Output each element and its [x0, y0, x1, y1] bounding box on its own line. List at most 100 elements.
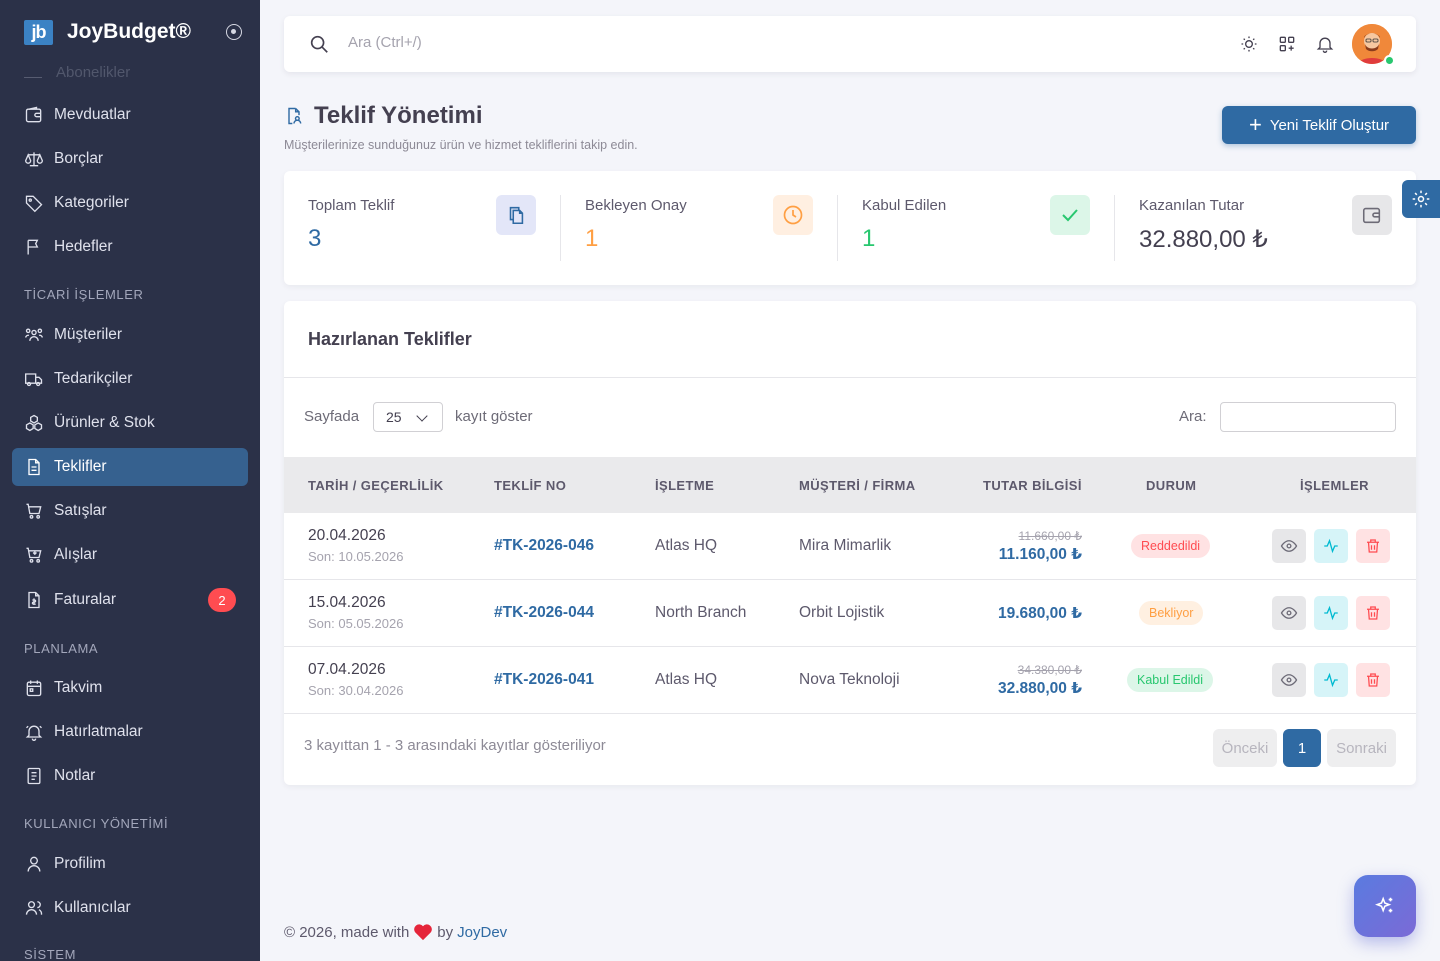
offer-date: 07.04.2026 [308, 661, 386, 678]
column-header[interactable]: TARİH / GEÇERLİLİK [308, 478, 444, 493]
view-button[interactable] [1272, 529, 1306, 563]
file-text-icon [28, 458, 40, 476]
cart-icon [26, 503, 42, 519]
table-row: 20.04.2026 Son: 10.05.2026 #TK-2026-046 … [284, 513, 1416, 580]
brand[interactable]: jb JoyBudget® [24, 18, 244, 46]
sidebar-item-notlar[interactable]: Notlar [12, 757, 248, 795]
page-length-select[interactable]: 25 [373, 402, 443, 432]
delete-button[interactable] [1356, 596, 1390, 630]
note-icon [27, 767, 41, 785]
page-length-value: 25 [386, 409, 402, 425]
sidebar-item-label: Takvim [54, 679, 103, 696]
stat-pending: Bekleyen Onay 1 [561, 171, 838, 285]
offer-number-link[interactable]: #TK-2026-044 [494, 604, 594, 621]
sidebar-item-urunler[interactable]: Ürünler & Stok [12, 404, 248, 442]
sidebar-item-takvim[interactable]: Takvim [12, 669, 248, 707]
scale-icon [24, 152, 44, 167]
column-header[interactable]: TEKLİF NO [494, 478, 567, 493]
offer-amount: 19.680,00 ₺ [997, 605, 1082, 622]
eye-icon [1280, 540, 1298, 552]
new-offer-button[interactable]: + Yeni Teklif Oluştur [1222, 106, 1416, 144]
avatar-image [1352, 24, 1392, 64]
offers-table-card: Hazırlanan Teklifler Sayfada 25 kayıt gö… [284, 301, 1416, 785]
table-info: 3 kayıttan 1 - 3 arasındaki kayıtlar gös… [304, 737, 606, 754]
sidebar-item-faturalar[interactable]: Faturalar 2 [12, 581, 248, 619]
offer-amount: 11.160,00 ₺ [998, 546, 1082, 563]
bell-icon[interactable] [1315, 34, 1335, 54]
table-search-label: Ara: [1179, 408, 1207, 425]
pagination-prev[interactable]: Önceki [1213, 729, 1277, 767]
table-header: TARİH / GEÇERLİLİK TEKLİF NO İŞLETME MÜŞ… [284, 457, 1416, 513]
sidebar-item-faded[interactable]: Abonelikler [24, 64, 130, 81]
sidebar-item-profilim[interactable]: Profilim [12, 845, 248, 883]
view-button[interactable] [1272, 663, 1306, 697]
search-input[interactable]: Ara (Ctrl+/) [348, 34, 422, 51]
sun-icon[interactable] [1239, 34, 1259, 54]
offer-customer: Nova Teknoloji [799, 671, 900, 688]
trash-icon [1367, 539, 1379, 553]
offer-number-link[interactable]: #TK-2026-046 [494, 537, 594, 554]
offer-business: North Branch [655, 604, 747, 621]
customizer-settings-button[interactable] [1402, 180, 1440, 218]
search-icon[interactable] [308, 33, 330, 55]
sidebar-item-kategoriler[interactable]: Kategoriler [12, 184, 248, 222]
offer-valid-until: Son: 30.04.2026 [308, 683, 404, 698]
sidebar-item-musteriler[interactable]: Müşteriler [12, 316, 248, 354]
pagination-next[interactable]: Sonraki [1327, 729, 1396, 767]
table-row: 15.04.2026 Son: 05.05.2026 #TK-2026-044 … [284, 580, 1416, 647]
sidebar-toggle-icon[interactable] [226, 24, 242, 40]
clock-icon [773, 195, 813, 235]
column-header[interactable]: DURUM [1146, 478, 1197, 493]
activity-button[interactable] [1314, 529, 1348, 563]
delete-button[interactable] [1356, 663, 1390, 697]
offer-amount: 32.880,00 ₺ [997, 680, 1082, 697]
sidebar-item-hedefler[interactable]: Hedefler [12, 228, 248, 266]
column-header[interactable]: TUTAR BİLGİSİ [983, 478, 1082, 493]
stat-label: Bekleyen Onay [585, 197, 687, 214]
footer-author-link[interactable]: JoyDev [457, 923, 508, 941]
column-header[interactable]: İŞLETME [655, 478, 715, 493]
length-prefix: Sayfada [304, 408, 360, 425]
table-search-input[interactable] [1220, 402, 1396, 432]
offer-number-link[interactable]: #TK-2026-041 [494, 671, 594, 688]
sidebar-item-label: Ürünler & Stok [54, 414, 155, 431]
divider [284, 377, 1416, 378]
offer-date: 15.04.2026 [308, 594, 386, 611]
sidebar: jb JoyBudget® Abonelikler Mevduatlar Bor… [0, 0, 260, 961]
offer-valid-until: Son: 05.05.2026 [308, 616, 404, 631]
brand-logo: jb [24, 19, 53, 45]
ai-assistant-button[interactable] [1354, 875, 1416, 937]
footer-text: © 2026, made with [284, 923, 410, 941]
sidebar-item-label: Teklifler [54, 458, 107, 475]
shortcuts-icon[interactable] [1277, 34, 1297, 54]
sidebar-item-satislar[interactable]: Satışlar [12, 492, 248, 530]
sidebar-item-mevduatlar[interactable]: Mevduatlar [12, 96, 248, 134]
sidebar-item-kullanicilar[interactable]: Kullanıcılar [12, 889, 248, 927]
sidebar-item-label: Kullanıcılar [54, 899, 131, 916]
activity-button[interactable] [1314, 663, 1348, 697]
file-user-icon [288, 107, 302, 125]
view-button[interactable] [1272, 596, 1306, 630]
sidebar-item-label: Abonelikler [56, 64, 131, 81]
delete-button[interactable] [1356, 529, 1390, 563]
sidebar-item-alislar[interactable]: Alışlar [12, 536, 248, 574]
page-title: Teklif Yönetimi [314, 102, 483, 129]
status-badge: Bekliyor [1139, 601, 1204, 625]
column-header: İŞLEMLER [1300, 478, 1369, 493]
activity-button[interactable] [1314, 596, 1348, 630]
sidebar-item-tedarikciler[interactable]: Tedarikçiler [12, 360, 248, 398]
avatar[interactable] [1352, 24, 1392, 64]
stat-value: 1 [862, 225, 876, 252]
page-subtitle: Müşterilerinize sunduğunuz ürün ve hizme… [284, 138, 638, 152]
sidebar-item-teklifler[interactable]: Teklifler [12, 448, 248, 486]
new-offer-label: Yeni Teklif Oluştur [1269, 116, 1390, 134]
pagination-page-1[interactable]: 1 [1283, 729, 1321, 767]
chevron-down-icon [416, 410, 428, 422]
stat-divider [560, 195, 561, 261]
column-header[interactable]: MÜŞTERİ / FİRMA [799, 478, 916, 493]
sidebar-item-borclar[interactable]: Borçlar [12, 140, 248, 178]
sidebar-item-hatirlatmalar[interactable]: Hatırlatmalar [12, 713, 248, 751]
cart-down-icon [26, 547, 42, 563]
stat-label: Kazanılan Tutar [1139, 197, 1245, 214]
stat-value: 32.880,00 ₺ [1139, 226, 1268, 253]
